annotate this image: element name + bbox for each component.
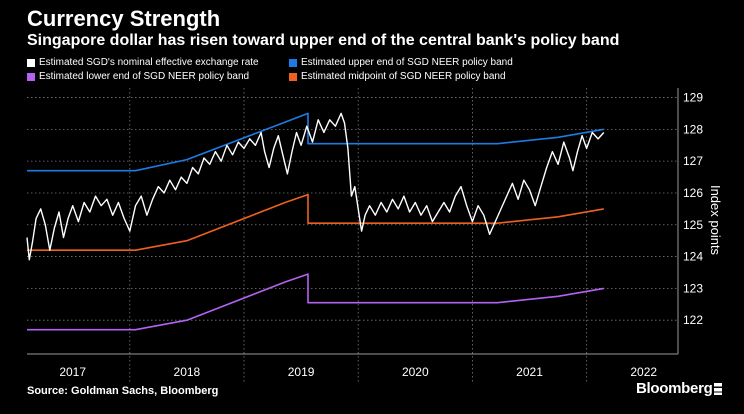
axes: 122 123 124 125 126 127 128 129 2017 2018 2019 2020… bbox=[27, 88, 723, 379]
legend-label-upper: Estimated upper end of SGD NEER policy b… bbox=[301, 57, 513, 68]
x-tick-label-2021: 2021 bbox=[516, 365, 543, 379]
y-tick-label-128: 128 bbox=[683, 122, 703, 136]
chart-title: Currency Strength bbox=[27, 6, 221, 31]
legend-item-lower: Estimated lower end of SGD NEER policy b… bbox=[27, 71, 249, 82]
chart-subtitle: Singapore dollar has risen toward upper … bbox=[27, 32, 620, 49]
x-tick-label-2017: 2017 bbox=[59, 365, 86, 379]
grid bbox=[27, 88, 678, 383]
legend-swatch-neer bbox=[27, 58, 35, 67]
series-group bbox=[26, 112, 605, 331]
y-tick-label-127: 127 bbox=[683, 154, 703, 168]
legend-label-lower: Estimated lower end of SGD NEER policy b… bbox=[39, 71, 250, 82]
y-axis-label: Index points bbox=[708, 185, 723, 256]
series-line-0 bbox=[26, 112, 605, 261]
legend-swatch-upper bbox=[289, 58, 297, 67]
y-tick-label-126: 126 bbox=[683, 186, 703, 200]
x-tick-label-2022: 2022 bbox=[630, 365, 657, 379]
series-line-3 bbox=[27, 193, 604, 251]
y-tick-label-125: 125 bbox=[683, 218, 703, 232]
y-tick-label-129: 129 bbox=[683, 91, 703, 105]
bloomberg-mark-icon bbox=[714, 383, 723, 395]
legend-label-neer: Estimated SGD's nominal effective exchan… bbox=[39, 57, 259, 68]
y-tick-label-122: 122 bbox=[683, 313, 703, 327]
y-tick-label-124: 124 bbox=[683, 250, 703, 264]
legend-item-upper: Estimated upper end of SGD NEER policy b… bbox=[289, 57, 513, 68]
bloomberg-logo: Bloomberg bbox=[636, 380, 723, 397]
series-line-2 bbox=[27, 273, 604, 331]
x-tick-label-2018: 2018 bbox=[174, 365, 201, 379]
series-line-1 bbox=[27, 112, 604, 172]
brand-text: Bloomberg bbox=[636, 380, 713, 397]
legend-item-mid: Estimated midpoint of SGD NEER policy ba… bbox=[289, 71, 506, 82]
x-tick-label-2019: 2019 bbox=[288, 365, 315, 379]
legend-swatch-lower bbox=[27, 72, 35, 81]
legend-item-neer: Estimated SGD's nominal effective exchan… bbox=[27, 57, 259, 68]
x-tick-label-2020: 2020 bbox=[402, 365, 429, 379]
y-tick-label-123: 123 bbox=[683, 281, 703, 295]
source-note: Source: Goldman Sachs, Bloomberg bbox=[27, 385, 219, 397]
legend-label-mid: Estimated midpoint of SGD NEER policy ba… bbox=[301, 71, 506, 82]
legend-swatch-mid bbox=[289, 72, 297, 81]
